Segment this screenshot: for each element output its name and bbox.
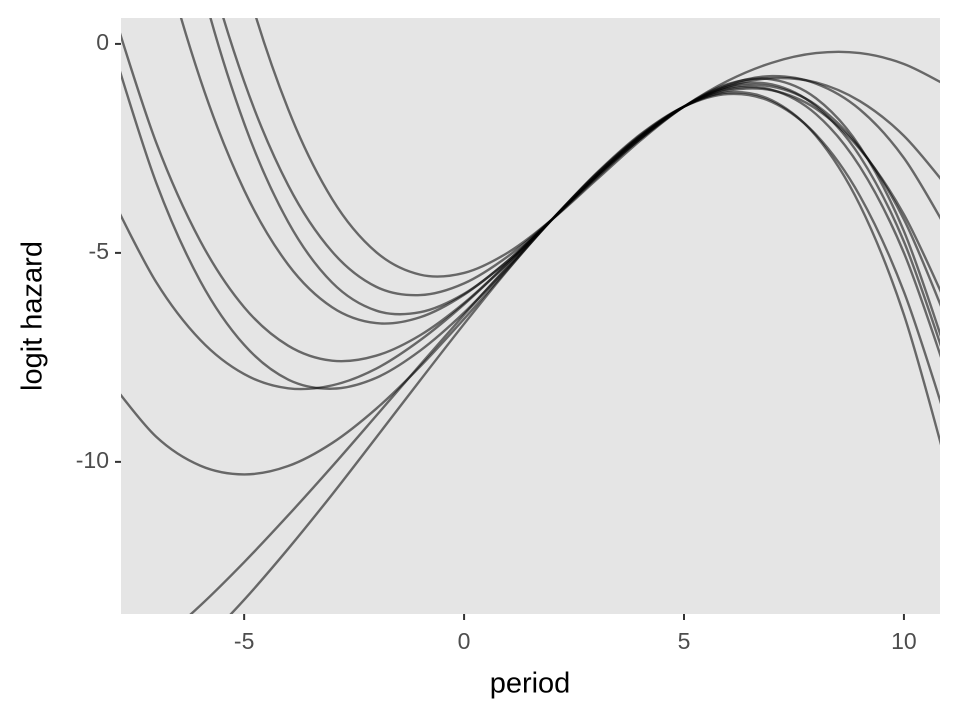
x-tick-label: 0 <box>458 628 471 654</box>
y-tick-label: -10 <box>76 447 109 473</box>
x-tick-label: -5 <box>234 628 254 654</box>
series-line <box>222 18 940 347</box>
x-axis-title: period <box>490 668 571 700</box>
y-tick-label: -5 <box>89 238 109 264</box>
y-axis-title: logit hazard <box>17 241 49 391</box>
y-tick-label: 0 <box>96 29 109 55</box>
series-line <box>254 18 940 338</box>
line-group <box>121 18 940 614</box>
x-tick-label: 5 <box>678 628 691 654</box>
series-line <box>209 18 940 446</box>
series-line <box>121 70 940 405</box>
x-tick-label: 10 <box>891 628 917 654</box>
series-line <box>121 74 940 391</box>
